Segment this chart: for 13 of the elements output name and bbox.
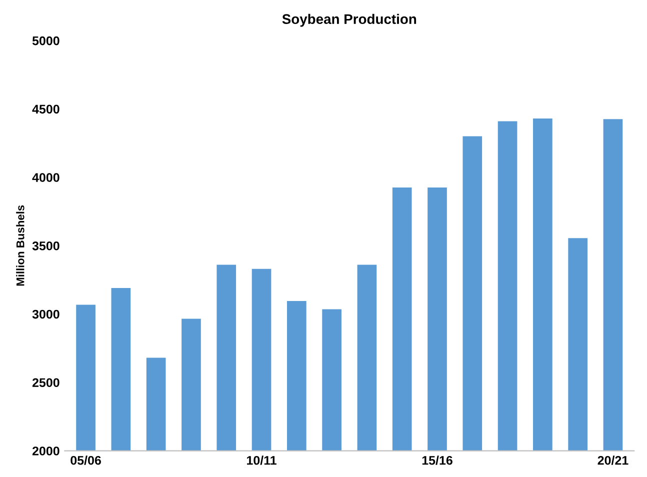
x-tick-label: 15/16	[422, 456, 452, 465]
x-tick-label: 10/11	[247, 456, 276, 465]
y-tick-label: 4000	[32, 173, 60, 182]
y-tick-label: 2000	[32, 446, 60, 456]
x-tick-label: 20/21	[598, 456, 628, 465]
y-tick-label: 5000	[32, 36, 60, 46]
chart-title: Soybean Production	[282, 14, 416, 27]
y-tick-label: 3000	[32, 310, 60, 319]
x-tick-label: 05/06	[70, 456, 101, 465]
y-axis-title: Million Bushels	[16, 205, 24, 286]
y-tick-label: 4500	[32, 104, 60, 114]
y-tick-label: 2500	[32, 378, 60, 388]
y-tick-label: 3500	[32, 241, 60, 250]
